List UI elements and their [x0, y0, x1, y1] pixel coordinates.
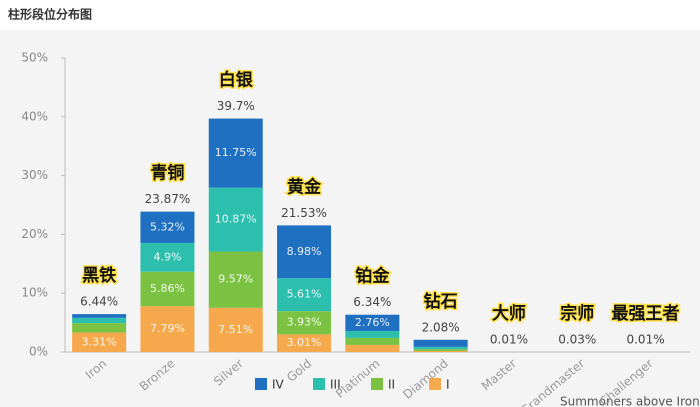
legend-swatch — [313, 378, 325, 390]
bar-segment — [140, 242, 195, 272]
bar-segment — [72, 323, 127, 333]
total-label: 6.34% — [353, 295, 391, 309]
y-tick-label: 20% — [21, 227, 48, 241]
segment-label: 11.75% — [215, 146, 257, 159]
tier-name: 钻石 — [424, 291, 458, 312]
bar-segment — [345, 337, 400, 345]
segment-label: 3.01% — [287, 336, 322, 349]
total-label: 21.53% — [281, 206, 327, 220]
bar-segment — [277, 334, 332, 352]
tier-name: 青铜 — [150, 163, 184, 184]
bar-segment — [72, 332, 127, 352]
y-tick-label: 50% — [21, 51, 48, 65]
bar-segment — [345, 330, 400, 338]
tier-name: 白银 — [219, 70, 254, 91]
legend-label: II — [388, 378, 395, 392]
tier-name: 大师 — [492, 303, 526, 324]
bar-segment — [413, 339, 468, 347]
segment-label: 9.57% — [218, 273, 253, 286]
bar-segment — [277, 311, 332, 335]
legend-label: III — [330, 378, 341, 392]
bar-segment — [140, 271, 195, 307]
header — [0, 0, 700, 30]
bar-segment — [413, 350, 468, 352]
total-label: 23.87% — [145, 192, 191, 206]
bar-segment — [208, 118, 263, 188]
total-label: 0.01% — [626, 332, 664, 346]
segment-label: 2.76% — [355, 316, 390, 329]
segment-label: 5.61% — [287, 288, 322, 301]
segment-label: 3.93% — [287, 316, 322, 329]
segment-label: 7.79% — [150, 322, 185, 335]
bar-segment — [277, 278, 332, 312]
legend-swatch — [255, 378, 267, 390]
y-tick-label: 0% — [29, 345, 48, 359]
x-note: Summoners above Iron — [560, 395, 700, 407]
segment-label: 3.31% — [82, 335, 117, 348]
bar-segment — [208, 251, 263, 308]
bar-segment — [140, 306, 195, 352]
bar-segment — [277, 225, 332, 279]
y-tick-label: 30% — [21, 168, 48, 182]
y-tick-label: 10% — [21, 286, 48, 300]
bar-segment — [72, 317, 127, 324]
segment-label: 5.86% — [150, 282, 185, 295]
bar-segment — [140, 211, 195, 243]
bar-segment — [208, 187, 263, 252]
total-label: 0.03% — [558, 332, 596, 346]
bar-segment — [413, 349, 468, 351]
legend-label: IV — [272, 378, 285, 392]
segment-label: 7.51% — [218, 323, 253, 336]
tier-name: 黑铁 — [82, 265, 116, 286]
segment-label: 4.9% — [153, 250, 181, 263]
bar-segment — [413, 346, 468, 350]
tier-name: 铂金 — [355, 266, 390, 287]
tier-name: 黄金 — [287, 176, 322, 197]
legend-swatch — [371, 378, 383, 390]
segment-label: 10.87% — [215, 213, 257, 226]
segment-label: 5.32% — [150, 220, 185, 233]
total-label: 39.7% — [217, 99, 255, 113]
bar-segment — [208, 307, 263, 352]
bar-segment — [72, 314, 127, 318]
tier-name: 最强王者 — [612, 303, 680, 324]
legend-swatch — [429, 378, 441, 390]
legend-label: I — [446, 378, 450, 392]
total-label: 2.08% — [422, 320, 460, 334]
total-label: 6.44% — [80, 295, 118, 309]
tier-name: 宗师 — [560, 303, 594, 324]
segment-label: 8.98% — [287, 245, 322, 258]
bar-segment — [345, 314, 400, 331]
total-label: 0.01% — [490, 332, 528, 346]
chart-title: 柱形段位分布图 — [8, 7, 92, 22]
y-tick-label: 40% — [21, 109, 48, 123]
bar-segment — [345, 344, 400, 352]
